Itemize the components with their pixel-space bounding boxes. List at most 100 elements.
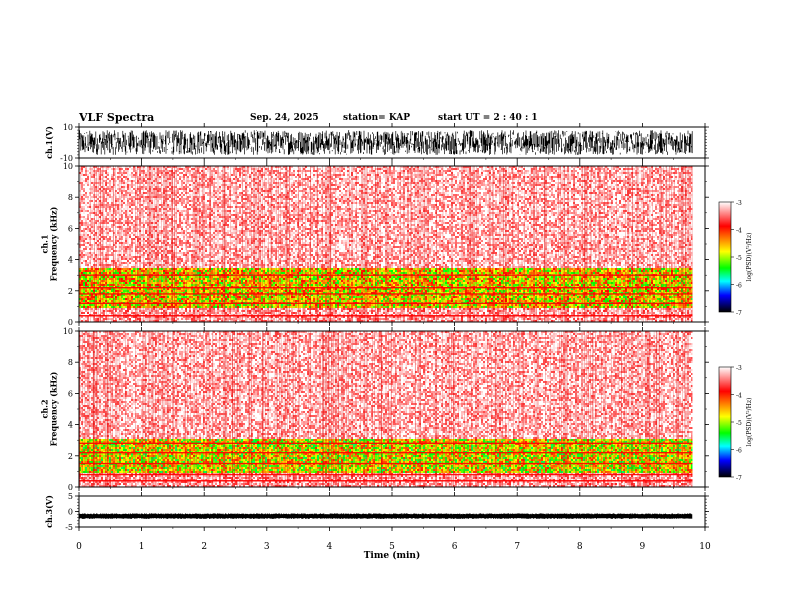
colorbar-tick-label: -7 bbox=[736, 475, 742, 482]
spectrogram-cells bbox=[141, 439, 649, 473]
colorbar-tick-label: -4 bbox=[736, 228, 742, 235]
spectrogram-cells bbox=[79, 333, 689, 487]
y-tick-label: -5 bbox=[65, 523, 73, 532]
station-label: station= KAP bbox=[343, 113, 411, 123]
spectrogram-cells bbox=[93, 439, 607, 473]
spectrogram-cells bbox=[281, 308, 675, 320]
spectrogram-cells bbox=[83, 170, 693, 318]
x-tick-label: 5 bbox=[389, 542, 395, 552]
y-tick-label: 10 bbox=[63, 327, 73, 336]
spectrogram-cells bbox=[143, 310, 597, 322]
spectrogram-cells bbox=[105, 272, 677, 308]
colorbar-2: -3 -4 -5 -6 -7 log(PSD)(V²/Hz) bbox=[718, 365, 753, 482]
spectrogram-cells bbox=[93, 166, 693, 322]
x-tick-label: 7 bbox=[514, 542, 520, 552]
spectrogram-cells bbox=[85, 331, 687, 485]
ch1-trace bbox=[78, 130, 693, 155]
y-axis-label: ch.1(V) bbox=[44, 126, 54, 159]
spectrogram-cells bbox=[475, 445, 477, 447]
y-tick-label: 0 bbox=[68, 318, 73, 327]
y-tick-label: 2 bbox=[68, 452, 73, 461]
x-tick-label: 2 bbox=[201, 542, 207, 552]
spectrogram-cells bbox=[137, 318, 139, 320]
spectrogram-cells bbox=[83, 166, 685, 320]
colorbar-tick-label: -7 bbox=[736, 310, 742, 317]
y-tick-label: 8 bbox=[68, 193, 73, 202]
x-tick-label: 6 bbox=[452, 542, 458, 552]
colorbar-label: log(PSD)(V²/Hz) bbox=[746, 398, 753, 447]
spectrogram-cells bbox=[79, 166, 683, 322]
spectrogram-cells bbox=[97, 268, 693, 308]
colorbar-tick-label: -6 bbox=[736, 448, 742, 455]
y-tick-label: 6 bbox=[68, 224, 73, 233]
colorbar-label: log(PSD)(V²/Hz) bbox=[746, 233, 753, 282]
spectrogram-cells bbox=[83, 168, 689, 322]
y-tick-label: 8 bbox=[68, 358, 73, 367]
spectrogram-cells bbox=[79, 331, 693, 487]
y-tick-label: 10 bbox=[63, 123, 73, 132]
x-axis-label: Time (min) bbox=[364, 550, 421, 561]
spectrogram-cells bbox=[159, 473, 645, 487]
y-axis-label: Frequency (kHz) bbox=[49, 206, 59, 281]
chart-title: VLF Spectra bbox=[79, 111, 155, 124]
spectrogram-cells bbox=[79, 166, 693, 322]
x-tick-label: 3 bbox=[264, 542, 270, 552]
ch3-trace bbox=[78, 513, 693, 519]
y-tick-label: 4 bbox=[68, 421, 73, 430]
ch2-spectrogram-panel: 0 2 4 6 8 10 ch.2 Frequency (kHz) bbox=[40, 327, 709, 492]
x-tick-label: 1 bbox=[139, 542, 145, 552]
x-tick-label: 0 bbox=[76, 542, 82, 552]
ch1-waveform-panel: 10 -10 ch.1(V) bbox=[44, 123, 709, 163]
spectrogram-cells bbox=[85, 166, 691, 320]
colorbar-tick-label: -4 bbox=[736, 393, 742, 400]
start-time-label: start UT = 2 : 40 : 1 bbox=[438, 113, 538, 123]
y-axis-label: ch.1 bbox=[40, 234, 50, 253]
spectrogram-cells bbox=[85, 331, 689, 483]
spectrogram-cells bbox=[389, 439, 691, 461]
spectrogram-cells bbox=[179, 268, 643, 306]
date-label: Sep. 24, 2025 bbox=[250, 113, 319, 123]
y-tick-label: 5 bbox=[68, 492, 73, 501]
colorbar-ramp bbox=[718, 366, 732, 478]
spectrogram-cells bbox=[89, 439, 671, 471]
spectrogram-cells bbox=[115, 331, 683, 483]
colorbar-tick-label: -5 bbox=[736, 255, 742, 262]
y-tick-label: 0 bbox=[68, 508, 73, 517]
no-data-area bbox=[692, 166, 705, 322]
colorbar-tick-label: -5 bbox=[736, 420, 742, 427]
y-tick-label: 6 bbox=[68, 389, 73, 398]
spectrogram-cells bbox=[83, 331, 685, 487]
no-data-area bbox=[692, 331, 705, 487]
colorbar-tick-label: -3 bbox=[736, 365, 742, 372]
spectrogram-cells bbox=[145, 445, 545, 473]
spectrogram-cells bbox=[113, 439, 675, 473]
ch3-waveform-frame bbox=[78, 495, 706, 528]
ch3-waveform-panel: 5 0 -5 ch.3(V) bbox=[44, 492, 709, 532]
spectrogram-cells bbox=[81, 331, 685, 487]
spectrogram-cells bbox=[679, 439, 681, 441]
y-axis-label: ch.2 bbox=[40, 399, 50, 418]
y-tick-label: 4 bbox=[68, 256, 73, 265]
sferic-streaks bbox=[79, 331, 689, 487]
spectrogram-cells bbox=[93, 166, 693, 320]
colorbar-ramp bbox=[718, 201, 732, 313]
colorbar-tick-label: -6 bbox=[736, 283, 742, 290]
y-tick-label: -10 bbox=[60, 154, 73, 163]
y-tick-label: 2 bbox=[68, 287, 73, 296]
colorbar-tick-label: -3 bbox=[736, 200, 742, 207]
y-tick-label: 0 bbox=[68, 483, 73, 492]
ch1-spectrogram-panel: 0 2 4 6 8 10 ch.1 Frequency (kHz) bbox=[40, 162, 709, 327]
x-tick-label: 10 bbox=[699, 542, 711, 552]
spectrogram-cells bbox=[117, 439, 491, 473]
spectrogram-cells bbox=[497, 288, 499, 290]
spectrogram-cells bbox=[153, 268, 659, 306]
spectrogram-cells bbox=[93, 443, 479, 473]
y-axis-label: ch.3(V) bbox=[44, 495, 54, 528]
x-tick-label: 8 bbox=[577, 542, 583, 552]
x-tick-label: 9 bbox=[640, 542, 646, 552]
spectrogram-cells bbox=[147, 439, 683, 471]
spectrogram-cells bbox=[147, 268, 665, 308]
sferic-streaks bbox=[78, 166, 693, 322]
spectrogram-cells bbox=[99, 272, 683, 308]
